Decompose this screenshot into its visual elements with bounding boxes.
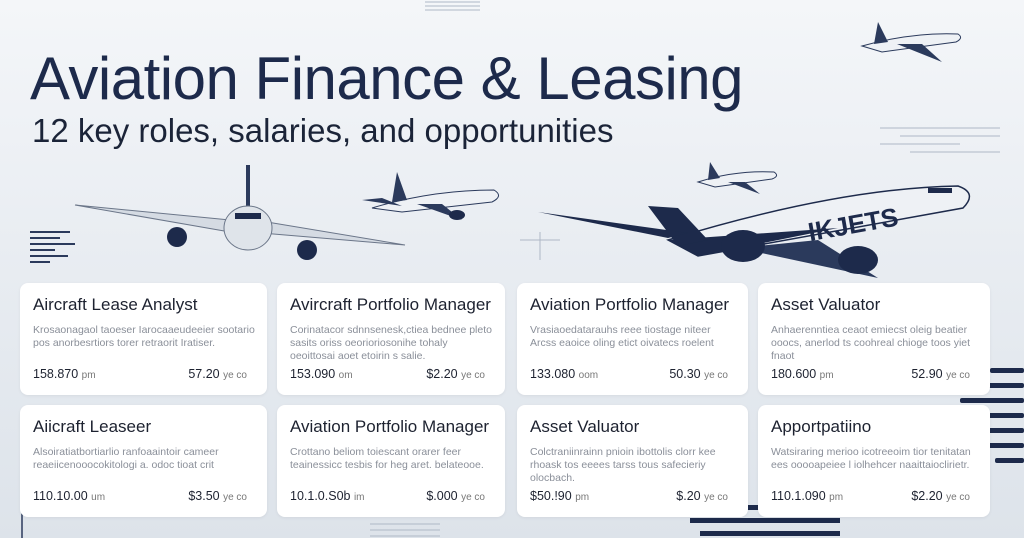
airplane-ikjets-icon: IKJETS — [538, 185, 971, 278]
role-description: Anhaerenntiea ceaot emiecst oleig beatie… — [771, 324, 971, 362]
role-description: Corinatacor sdnnsenesk,ctiea bednee plet… — [290, 324, 492, 362]
role-description: Colctraniinrainn pnioin ibottolis clorr … — [530, 446, 716, 484]
role-title: Aviation Portfolio Manager — [530, 295, 730, 314]
role-card[interactable]: Avircraft Portfolio Manager Corinatacor … — [277, 283, 505, 395]
airplane-icon — [852, 22, 962, 62]
role-card[interactable]: Asset Valuator Colctraniinrainn pnioin i… — [517, 405, 748, 517]
role-card[interactable]: Aircraft Lease Analyst Krosaonagaol taoe… — [20, 283, 267, 395]
rate: 52.90 ye co — [911, 367, 970, 381]
airplane-front-icon — [74, 165, 406, 260]
role-card[interactable]: Aiicraft Leaseer Alsoiratiatbortiarlio r… — [20, 405, 267, 517]
role-title: Aiicraft Leaseer — [33, 417, 152, 436]
role-title: Asset Valuator — [771, 295, 881, 314]
role-description: Vrasiaoedatarauhs reee tiostage niteer A… — [530, 324, 714, 349]
salary: 153.090 om — [290, 367, 353, 381]
salary: 158.870 pm — [33, 367, 96, 381]
role-title: Avircraft Portfolio Manager — [290, 295, 491, 314]
salary: 133.080 oom — [530, 367, 599, 381]
role-card[interactable]: Asset Valuator Anhaerenntiea ceaot emiec… — [758, 283, 990, 395]
role-title: Asset Valuator — [530, 417, 640, 436]
rate: $3.50 ye co — [188, 489, 247, 503]
salary: $50.!90 pm — [530, 489, 590, 503]
role-card[interactable]: Apportpatiino Watsiraring merioo icotree… — [758, 405, 990, 517]
page-title: Aviation Finance & Leasing — [30, 45, 744, 112]
rate: $2.20 ye co — [911, 489, 970, 503]
rate: 57.20 ye co — [188, 367, 247, 381]
role-title: Apportpatiino — [771, 417, 872, 436]
salary: 10.1.0.S0b im — [290, 489, 365, 503]
salary: 110.1.090 pm — [771, 489, 844, 503]
role-card[interactable]: Aviation Portfolio Manager Vrasiaoedatar… — [517, 283, 748, 395]
rate: $.000 ye co — [426, 489, 485, 503]
page-subtitle: 12 key roles, salaries, and opportunitie… — [32, 112, 614, 149]
salary: 180.600 pm — [771, 367, 834, 381]
role-description: Crottano beliom toiescant orarer feer te… — [290, 446, 484, 471]
rate: 50.30 ye co — [669, 367, 728, 381]
role-description: Krosaonagaol taoeser Iarocaaeudeeier soo… — [33, 324, 255, 349]
airplane-icon — [362, 172, 499, 220]
role-description: Watsiraring merioo icotreeoim tior tenit… — [771, 446, 971, 471]
role-card[interactable]: Aviation Portfolio Manager Crottano beli… — [277, 405, 505, 517]
role-title: Aircraft Lease Analyst — [33, 295, 198, 314]
airplane-icon — [696, 162, 778, 194]
role-description: Alsoiratiatbortiarlio ranfoaaintoir came… — [33, 446, 219, 471]
role-title: Aviation Portfolio Manager — [290, 417, 490, 436]
salary: 110.10.00 um — [33, 489, 106, 503]
rate: $2.20 ye co — [426, 367, 485, 381]
rate: $.20 ye co — [676, 489, 728, 503]
